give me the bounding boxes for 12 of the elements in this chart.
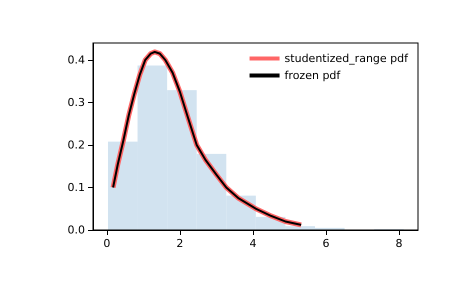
y-tick-label: 0.4 — [68, 54, 85, 66]
x-tick-label: 4 — [249, 237, 256, 250]
y-tick-label: 0.2 — [68, 138, 85, 152]
x-tick-label: 6 — [322, 237, 330, 250]
y-tick-label: 0.1 — [68, 181, 85, 194]
x-tick-label: 2 — [176, 237, 184, 250]
x-tick-label: 0 — [103, 237, 110, 250]
x-tick-label: 8 — [396, 237, 403, 250]
y-tick-label: 0.3 — [68, 96, 85, 109]
legend-label: frozen pdf — [284, 69, 342, 82]
legend-label: studentized_range pdf — [284, 52, 410, 65]
y-tick-label: 0.0 — [68, 224, 85, 236]
